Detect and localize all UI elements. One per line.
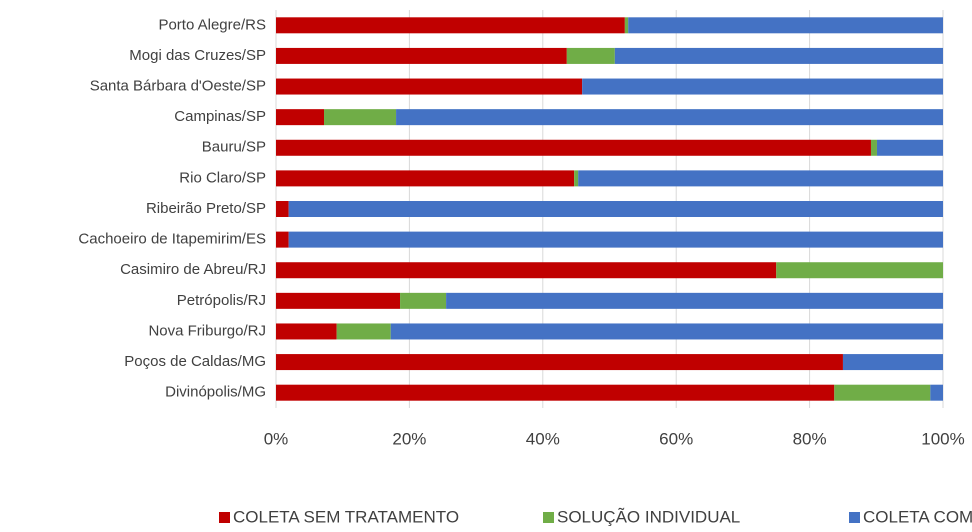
bar-segment [776, 262, 943, 279]
bar-segment [276, 109, 325, 126]
bar-segment [574, 170, 579, 187]
bar-segment [276, 231, 289, 248]
bar-segment [276, 262, 777, 279]
bar-segment [276, 17, 625, 34]
bar-segment [582, 78, 943, 95]
legend-label: COLETA COM TRATAMENTO [863, 507, 972, 526]
bar-segment [400, 292, 447, 309]
bar-segment [842, 354, 943, 371]
bar-segment [288, 231, 944, 248]
y-tick-label: Rio Claro/SP [179, 169, 266, 186]
bar-segment [614, 47, 943, 64]
y-tick-label: Nova Friburgo/RJ [148, 322, 266, 339]
bar-segment [276, 139, 871, 156]
bar-segment [870, 139, 877, 156]
y-tick-label: Porto Alegre/RS [158, 16, 266, 33]
x-tick-label: 80% [793, 429, 827, 448]
x-tick-label: 20% [392, 429, 426, 448]
bar-segment [276, 292, 401, 309]
legend-label: COLETA SEM TRATAMENTO [233, 507, 459, 526]
bar-segment [276, 323, 337, 340]
legend-swatch [543, 512, 554, 523]
bar-segment [288, 201, 944, 217]
legend-swatch [219, 512, 230, 523]
x-tick-label: 100% [921, 429, 964, 448]
legend-label: SOLUÇÃO INDIVIDUAL [557, 507, 740, 526]
y-tick-label: Mogi das Cruzes/SP [129, 47, 266, 64]
y-tick-label: Cachoeiro de Itapemirim/ES [78, 231, 266, 248]
bar-segment [390, 323, 943, 340]
bar-segment [566, 47, 615, 64]
bar-segment [276, 201, 289, 217]
bar-segment [276, 78, 583, 95]
bar-segment [446, 292, 943, 309]
bar-segment [396, 109, 943, 126]
x-tick-label: 60% [659, 429, 693, 448]
bar-segment [834, 384, 931, 401]
x-tick-label: 0% [264, 429, 289, 448]
bar-segment [930, 384, 943, 401]
y-tick-label: Divinópolis/MG [165, 384, 266, 401]
bar-segment [628, 17, 943, 34]
bar-segment [876, 139, 943, 156]
y-tick-label: Casimiro de Abreu/RJ [120, 261, 266, 278]
y-tick-label: Bauru/SP [202, 139, 266, 156]
legend-swatch [849, 512, 860, 523]
bar-segment [276, 384, 835, 401]
y-tick-label: Ribeirão Preto/SP [146, 200, 266, 217]
bar-segment [276, 47, 567, 64]
x-tick-label: 40% [526, 429, 560, 448]
bar-segment [578, 170, 943, 187]
y-tick-label: Petrópolis/RJ [177, 292, 266, 309]
y-tick-label: Poços de Caldas/MG [124, 353, 266, 370]
bar-segment [336, 323, 391, 340]
bar-segment [276, 354, 843, 371]
y-tick-label: Santa Bárbara d'Oeste/SP [90, 78, 266, 95]
bar-segment [276, 170, 575, 187]
bar-segment [624, 17, 629, 34]
bar-segment [324, 109, 397, 126]
y-tick-label: Campinas/SP [174, 108, 266, 125]
